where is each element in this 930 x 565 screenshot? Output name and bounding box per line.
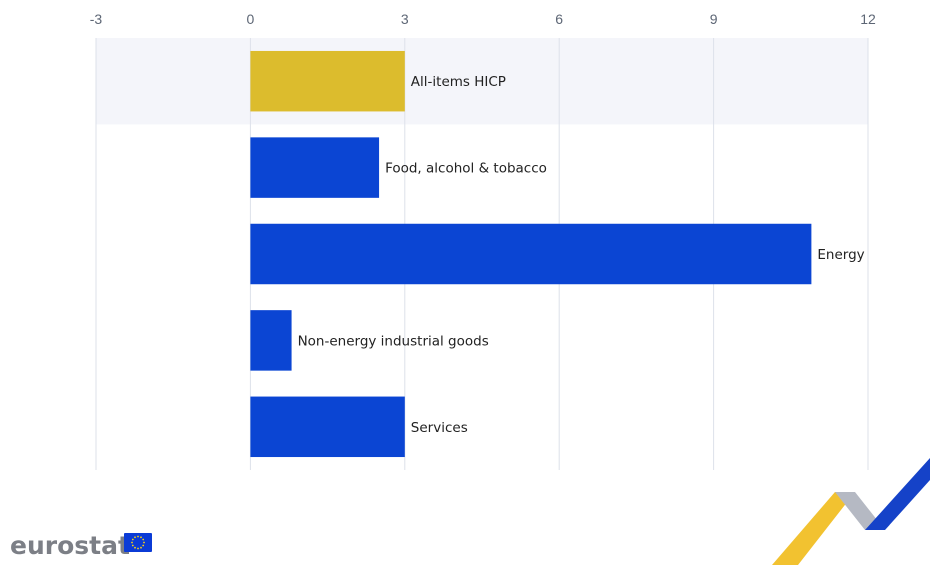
bar-label: Food, alcohol & tobacco <box>385 161 547 177</box>
flag-star <box>142 538 145 541</box>
bars <box>250 50 812 458</box>
x-tick-label: 12 <box>860 11 876 27</box>
eurostat-wordmark: eurostat <box>10 531 130 560</box>
flag-star <box>131 544 134 547</box>
x-tick-label: 9 <box>710 11 718 27</box>
bar-labels: All-items HICP Food, alcohol & tobacco Ene… <box>298 74 865 436</box>
bar <box>250 137 380 198</box>
flag-star <box>137 547 139 550</box>
flag-star <box>134 546 136 549</box>
bar-label: All-items HICP <box>411 74 506 90</box>
highlight-band-layer <box>96 38 868 125</box>
highlight-band <box>96 38 868 125</box>
x-axis-ticks: -3 0 3 6 9 12 <box>90 11 876 27</box>
flag-star <box>140 536 142 539</box>
flag-star <box>140 546 142 549</box>
flag-star <box>137 535 139 538</box>
x-tick-label: 3 <box>401 11 409 27</box>
eurostat-ribbon-icon <box>772 458 930 565</box>
x-tick-label: 0 <box>247 11 255 27</box>
x-tick-label: -3 <box>90 11 103 27</box>
bar-label: Energy <box>817 247 864 263</box>
x-tick-label: 6 <box>555 11 563 27</box>
flag-star <box>143 541 145 544</box>
bar <box>250 50 405 112</box>
bar <box>250 310 292 371</box>
flag-star <box>131 538 134 541</box>
flag-star <box>131 541 133 544</box>
flag-star <box>134 536 136 539</box>
flag-star <box>142 544 145 547</box>
bar-label: Services <box>411 420 468 436</box>
bar <box>250 396 405 458</box>
bar-label: Non-energy industrial goods <box>298 333 489 349</box>
eu-flag-icon <box>124 533 152 552</box>
bar <box>250 223 812 285</box>
eurostat-logo: eurostat <box>10 531 152 560</box>
